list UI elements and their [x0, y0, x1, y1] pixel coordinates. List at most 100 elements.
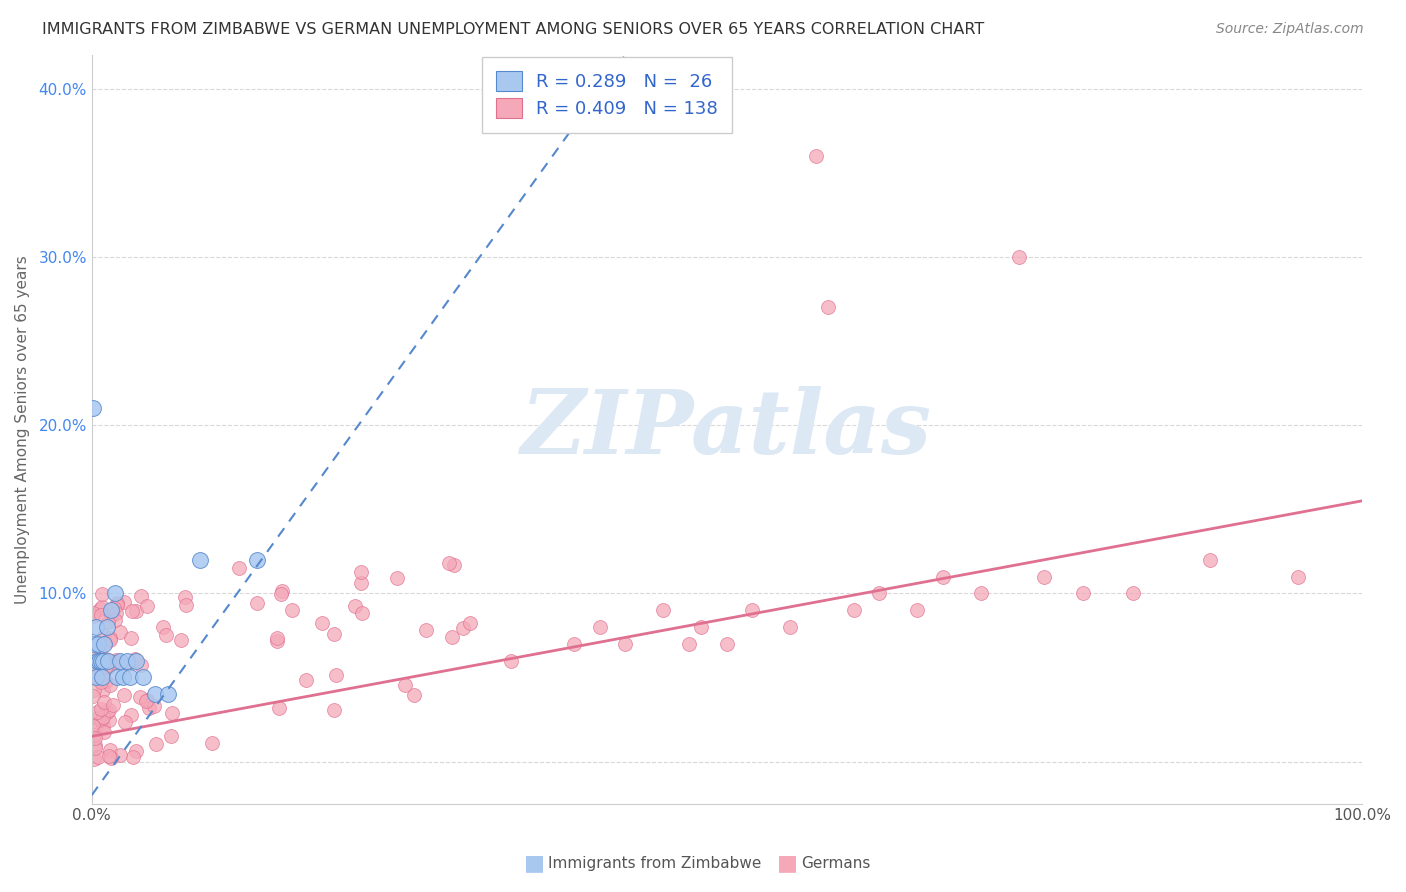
Point: [246, 596, 269, 610]
Point: [86, 705, 108, 719]
Point: [443, 558, 465, 573]
Point: [280, 603, 302, 617]
Point: [90, 702, 112, 716]
Point: [135, 694, 157, 708]
Point: [652, 603, 675, 617]
Point: [121, 604, 143, 618]
Point: [499, 654, 522, 668]
Point: [1008, 250, 1031, 264]
Point: [159, 729, 181, 743]
Point: [93, 695, 115, 709]
Point: [93, 637, 115, 651]
Point: [114, 714, 136, 729]
Point: [125, 604, 148, 618]
Point: [741, 603, 763, 617]
Point: [93, 629, 115, 643]
Point: [82, 645, 104, 659]
Point: [90, 670, 112, 684]
Point: [94, 659, 117, 673]
Point: [117, 657, 139, 671]
Point: [91, 682, 114, 697]
Point: [266, 631, 288, 645]
Text: Source: ZipAtlas.com: Source: ZipAtlas.com: [1216, 22, 1364, 37]
Point: [93, 636, 115, 650]
Point: [1198, 553, 1220, 567]
Point: [112, 688, 135, 702]
Point: [200, 736, 222, 750]
Point: [1033, 569, 1056, 583]
Text: ■: ■: [778, 854, 797, 873]
Point: [323, 703, 346, 717]
Point: [108, 748, 131, 763]
Point: [91, 718, 114, 732]
Point: [104, 655, 127, 669]
Point: [129, 657, 152, 672]
Point: [387, 571, 409, 585]
Point: [91, 706, 114, 720]
Point: [344, 599, 367, 613]
Point: [83, 728, 105, 742]
Point: [112, 670, 135, 684]
Point: [868, 586, 890, 600]
Point: [90, 654, 112, 668]
Point: [96, 651, 118, 665]
Point: [96, 620, 118, 634]
Point: [117, 654, 139, 668]
Point: [614, 637, 637, 651]
Point: [135, 693, 157, 707]
Point: [932, 569, 955, 583]
Point: [804, 149, 827, 163]
Point: [84, 670, 107, 684]
Point: [98, 749, 121, 764]
Point: [98, 631, 121, 645]
Point: [125, 654, 148, 668]
Point: [87, 637, 110, 651]
Point: [350, 565, 373, 579]
Point: [83, 683, 105, 698]
Point: [91, 587, 114, 601]
Point: [817, 301, 839, 315]
Point: [93, 724, 115, 739]
Point: [84, 731, 107, 745]
Point: [86, 721, 108, 735]
Point: [311, 615, 333, 630]
Point: [136, 599, 159, 613]
Point: [842, 603, 865, 617]
Point: [690, 620, 713, 634]
Y-axis label: Unemployment Among Seniors over 65 years: Unemployment Among Seniors over 65 years: [15, 255, 30, 604]
Point: [84, 741, 107, 756]
Point: [270, 587, 292, 601]
Point: [84, 647, 107, 661]
Point: [120, 631, 142, 645]
Point: [93, 710, 115, 724]
Point: [104, 614, 127, 628]
Text: Immigrants from Zimbabwe: Immigrants from Zimbabwe: [548, 856, 762, 871]
Point: [145, 737, 167, 751]
Point: [101, 698, 124, 712]
Point: [678, 637, 700, 651]
Point: [970, 586, 993, 600]
Point: [103, 586, 125, 600]
Point: [82, 606, 104, 620]
Point: [82, 401, 104, 416]
Point: [269, 701, 291, 715]
Point: [90, 713, 112, 727]
Point: [160, 706, 183, 721]
Point: [108, 624, 131, 639]
Point: [87, 711, 110, 725]
Point: [98, 743, 121, 757]
Point: [86, 637, 108, 651]
Point: [97, 654, 120, 668]
Point: [98, 703, 121, 717]
Point: [89, 601, 111, 615]
Text: Germans: Germans: [801, 856, 870, 871]
Point: [564, 637, 586, 651]
Point: [170, 632, 193, 647]
Point: [152, 620, 174, 634]
Point: [716, 637, 738, 651]
Point: [82, 689, 104, 703]
Point: [188, 553, 211, 567]
Point: [156, 687, 179, 701]
Point: [440, 631, 463, 645]
Point: [105, 596, 128, 610]
